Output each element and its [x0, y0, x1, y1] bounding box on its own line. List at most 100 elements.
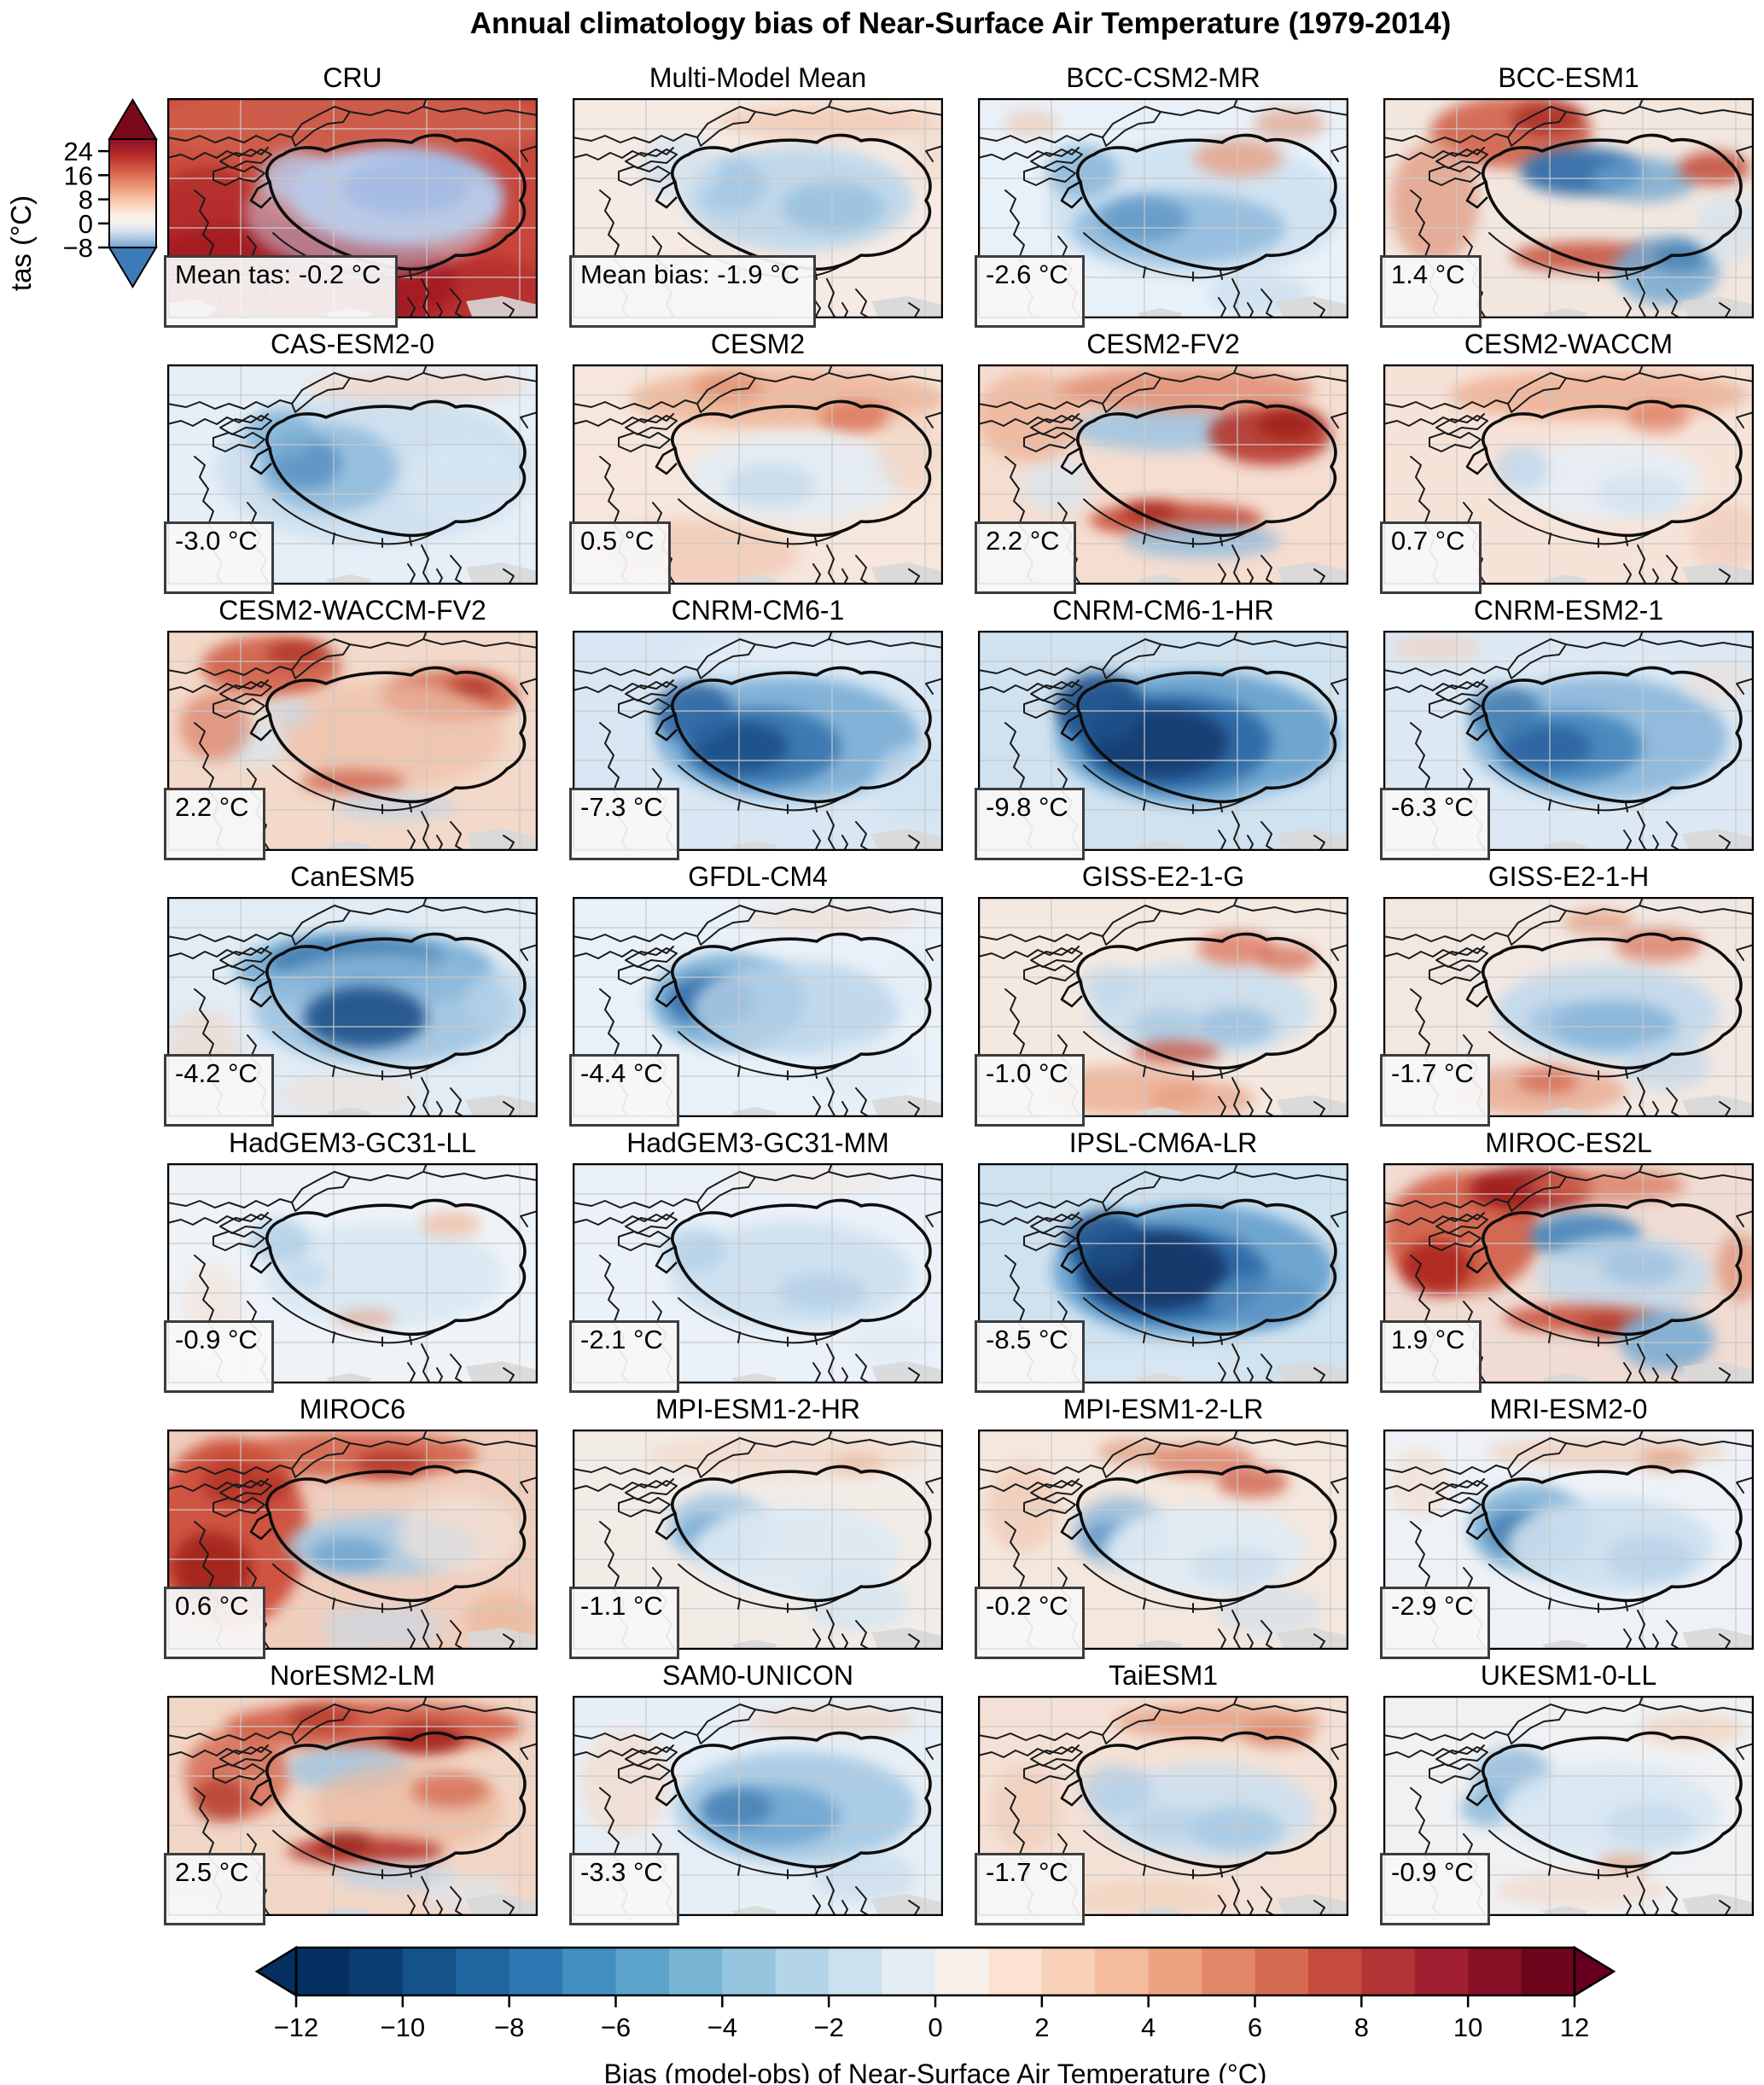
country-border [272, 498, 443, 545]
tibetan-plateau-outline [1482, 399, 1743, 538]
country-border [1719, 568, 1731, 585]
bias-blob [283, 1260, 328, 1290]
country-border [520, 678, 538, 695]
mean-value-text: Mean tas: -0.2 °C [175, 259, 381, 289]
out-of-domain-shade [326, 1906, 372, 1916]
map-panel-bcc-esm1: BCC-ESM1 1.4 °C [1380, 62, 1754, 328]
mean-value-text: 0.6 °C [175, 1591, 249, 1621]
bias-colorbar-segment [1041, 1948, 1097, 1995]
mean-value-text: -0.2 °C [986, 1591, 1068, 1621]
plateau-west-appendage [249, 713, 272, 742]
country-border [1565, 905, 1754, 915]
country-border [737, 1864, 818, 1879]
country-border [212, 166, 265, 186]
tibetan-plateau-outline [265, 666, 527, 804]
mean-value-box: 0.7 °C [1380, 521, 1482, 594]
country-border [520, 1476, 538, 1494]
panel-title: IPSL-CM6A-LR [1068, 1127, 1258, 1158]
bias-colorbar-segment [456, 1948, 510, 1995]
country-border [754, 372, 943, 382]
plateau-west-appendage [655, 979, 678, 1008]
country-border [1330, 678, 1348, 695]
country-border [841, 288, 870, 318]
bias-blob [1191, 1548, 1280, 1586]
country-border [678, 1830, 848, 1877]
bias-blob [1097, 1439, 1169, 1465]
country-border [1143, 1864, 1223, 1879]
bias-blob [179, 692, 251, 760]
plateau-west-appendage [1465, 446, 1488, 475]
plateau-west-appendage [1465, 713, 1488, 742]
plateau-west-appendage [1060, 180, 1083, 209]
tas-tick-label: −8 [63, 233, 93, 263]
panel-title: GFDL-CM4 [688, 861, 828, 892]
bias-blob [692, 961, 900, 1057]
bias-colorbar-segment [775, 1948, 830, 1995]
country-border [1736, 1743, 1754, 1760]
country-border [167, 1198, 293, 1208]
mean-value-text: -1.1 °C [580, 1591, 663, 1621]
country-border [1565, 1704, 1754, 1714]
country-border [1565, 372, 1754, 382]
bias-blob [1254, 108, 1325, 139]
country-border [1102, 905, 1161, 946]
bias-blob [1234, 786, 1340, 837]
country-border [1736, 145, 1754, 162]
country-border [436, 288, 465, 318]
map-frame [1383, 364, 1754, 585]
map-frame [978, 98, 1348, 318]
tibetan-plateau-outline [1482, 1731, 1743, 1869]
country-border [212, 698, 265, 719]
country-border [272, 765, 443, 812]
country-border [625, 681, 678, 702]
country-border [272, 1031, 443, 1078]
bias-blob [406, 441, 526, 527]
country-border [1623, 1876, 1647, 1916]
country-border [1429, 432, 1482, 452]
country-border [520, 411, 538, 428]
bias-colorbar-segment [829, 1948, 883, 1995]
plateau-west-appendage [249, 446, 272, 475]
bias-blob [1004, 110, 1058, 137]
country-border [291, 905, 351, 946]
country-border [841, 1620, 870, 1650]
tibetan-plateau-outline [671, 1198, 932, 1337]
country-border [1623, 278, 1647, 318]
country-border [908, 1900, 920, 1916]
country-border [1429, 964, 1482, 985]
country-border [503, 302, 515, 318]
bias-blob [261, 151, 329, 202]
country-border [618, 432, 671, 452]
mean-value-text: Mean bias: -1.9 °C [580, 259, 800, 289]
country-border [841, 1087, 870, 1117]
country-border [1623, 1610, 1647, 1650]
country-border [1102, 1704, 1161, 1744]
country-border [503, 1900, 515, 1916]
mean-value-box: Mean tas: -0.2 °C [164, 255, 398, 328]
mean-value-box: -4.4 °C [569, 1054, 679, 1127]
panel-title: CNRM-CM6-1 [671, 595, 845, 626]
mean-value-text: -1.0 °C [986, 1058, 1068, 1088]
country-border [1623, 1077, 1647, 1117]
bias-blob [1400, 1240, 1472, 1295]
country-border [167, 1731, 293, 1741]
mean-value-text: -4.4 °C [580, 1058, 663, 1088]
bias-blob [1619, 1309, 1715, 1371]
map-panel-multi-model-mean: Multi-Model Mean Mean bias: -1.9 °C [569, 62, 943, 328]
country-border [573, 932, 698, 942]
country-border [503, 568, 515, 585]
tas-colorbar-arrow-up [108, 98, 158, 140]
country-border [407, 1876, 431, 1916]
bias-blob [420, 1211, 481, 1237]
country-border [1143, 533, 1223, 548]
bias-blob [987, 1464, 1058, 1552]
country-border [812, 811, 836, 851]
country-border [1160, 638, 1348, 649]
map-frame [167, 631, 538, 851]
bias-blob [905, 115, 943, 183]
bias-blob [718, 105, 940, 139]
bias-colorbar-arrow-left [254, 1945, 298, 1998]
bias-map [1383, 897, 1754, 1117]
country-border [1218, 545, 1242, 585]
mean-value-box: -2.1 °C [569, 1320, 679, 1393]
